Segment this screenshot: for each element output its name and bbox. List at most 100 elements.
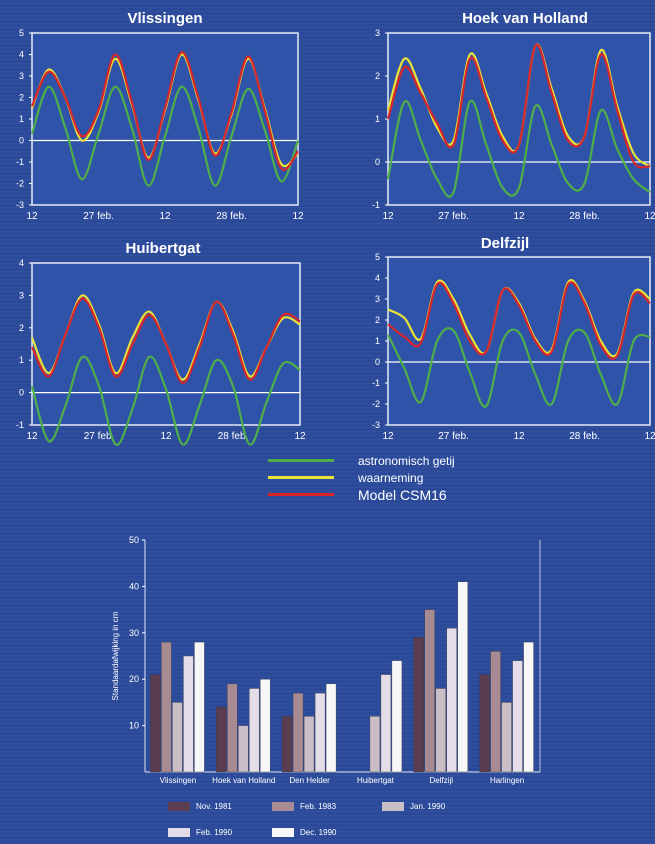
x-tick-label: 27 feb. [83, 211, 114, 222]
bar [457, 581, 468, 773]
bar [523, 641, 534, 773]
x-tick-label: 27 feb. [438, 431, 469, 442]
bar [249, 688, 260, 773]
series-line-astronomisch-getij [386, 99, 651, 198]
bar [216, 706, 227, 773]
y-tick-label: 1 [19, 355, 24, 365]
y-tick-label: 2 [375, 71, 380, 81]
bar [512, 660, 523, 773]
y-tick-label: 40 [129, 581, 139, 591]
y-tick-label: 2 [19, 93, 24, 103]
bar-legend-swatch [168, 802, 190, 811]
bar [446, 627, 457, 773]
series-line-model-csm16 [387, 281, 651, 360]
x-tick-label: 12 [644, 431, 655, 442]
bar-legend-item-4: Feb. 1990 [168, 828, 232, 837]
legend-item-model-csm16: Model CSM16 [268, 486, 455, 503]
bar [435, 688, 446, 773]
series-line-model-csm16 [30, 51, 299, 171]
y-tick-label: 30 [129, 628, 139, 638]
series-line-astronomisch-getij [30, 85, 300, 187]
bar-chart-standaardafwijking: 50 40 30 20 10 Standaardafwijking in cm Vlissi… [111, 535, 541, 785]
bar-legend-label: Feb. 1990 [196, 828, 233, 837]
y-tick-label: 5 [19, 28, 24, 38]
series-line-astronomisch-getij [30, 355, 301, 446]
bar [490, 651, 501, 773]
bar-legend-label: Jan. 1990 [410, 802, 446, 811]
legend-line-green [268, 459, 334, 462]
x-category-label: Delfzijl [429, 776, 453, 785]
x-tick-label: 12 [513, 211, 525, 222]
legend-item-waarneming: waarneming [268, 469, 455, 486]
x-tick-label: 12 [26, 431, 38, 442]
series-line-model-csm16 [386, 43, 651, 169]
legend-line-red [268, 493, 334, 496]
bar [391, 660, 403, 773]
legend-item-astronomisch-getij: astronomisch getij [268, 452, 455, 469]
bar [260, 678, 271, 773]
bar [281, 716, 293, 773]
plot-frame [387, 256, 651, 426]
bar [292, 692, 304, 773]
y-tick-label: 4 [19, 258, 24, 268]
y-tick-label: 0 [19, 388, 24, 398]
legend-label: waarneming [358, 470, 424, 485]
bar-legend-item-2: Feb. 1983 [272, 802, 336, 811]
bar [227, 683, 238, 773]
y-tick-label: 0 [19, 136, 24, 146]
bar [325, 683, 337, 773]
y-tick-label: 20 [129, 674, 139, 684]
legend-line-yellow [268, 476, 334, 479]
y-tick-label: 50 [129, 535, 139, 545]
y-tick-label: 2 [19, 323, 24, 333]
x-category-label: Den Helder [289, 776, 330, 785]
y-tick-label: -1 [372, 378, 380, 388]
bar-legend-swatch [272, 828, 294, 837]
bar-legend-label: Dec. 1990 [300, 828, 337, 837]
series-line-astronomisch-getij [387, 327, 651, 408]
bar [501, 702, 512, 773]
y-tick-label: -2 [16, 179, 24, 189]
bar [303, 716, 315, 773]
y-tick-label: 0 [375, 157, 380, 167]
bar-legend-swatch [168, 828, 190, 837]
bar [314, 692, 326, 773]
y-tick-label: -1 [372, 200, 380, 210]
y-tick-label: 3 [375, 294, 380, 304]
y-axis-label: Standaardafwijking in cm [111, 611, 120, 700]
x-tick-label: 28 feb. [569, 431, 600, 442]
series-line-model-csm16 [31, 297, 301, 384]
bar-legend-label: Nov. 1981 [196, 802, 232, 811]
bar-legend-item-3: Jan. 1990 [382, 802, 445, 811]
x-tick-label: 12 [382, 211, 394, 222]
chart-title-huibertgat: Huibertgat [125, 240, 201, 257]
x-category-label: Vlissingen [160, 776, 196, 785]
x-tick-label: 12 [294, 431, 306, 442]
y-tick-label: 4 [19, 50, 24, 60]
x-category-label: Hoek van Holland [212, 776, 275, 785]
x-tick-label: 28 feb. [216, 211, 247, 222]
bar [194, 641, 205, 773]
x-tick-label: 27 feb. [438, 211, 469, 222]
x-tick-label: 12 [292, 211, 304, 222]
y-tick-label: 1 [375, 114, 380, 124]
x-tick-label: 12 [159, 211, 171, 222]
plot-frame [31, 32, 299, 206]
bar-legend-item-5: Dec. 1990 [272, 828, 336, 837]
y-tick-label: -3 [372, 420, 380, 430]
bar [413, 637, 424, 773]
bar [161, 641, 172, 773]
chart-title-vlissingen: Vlissingen [127, 10, 203, 27]
bar [380, 674, 392, 773]
y-tick-label: -1 [16, 420, 24, 430]
line-chart-legend: astronomisch getij waarneming Model CSM1… [268, 452, 455, 503]
bar-legend-label: Feb. 1983 [300, 802, 337, 811]
x-tick-label: 28 feb. [218, 431, 249, 442]
bar [424, 609, 435, 773]
y-tick-label: 10 [129, 721, 139, 731]
y-tick-label: 3 [375, 28, 380, 38]
y-tick-label: 3 [19, 71, 24, 81]
x-tick-label: 28 feb. [569, 211, 600, 222]
